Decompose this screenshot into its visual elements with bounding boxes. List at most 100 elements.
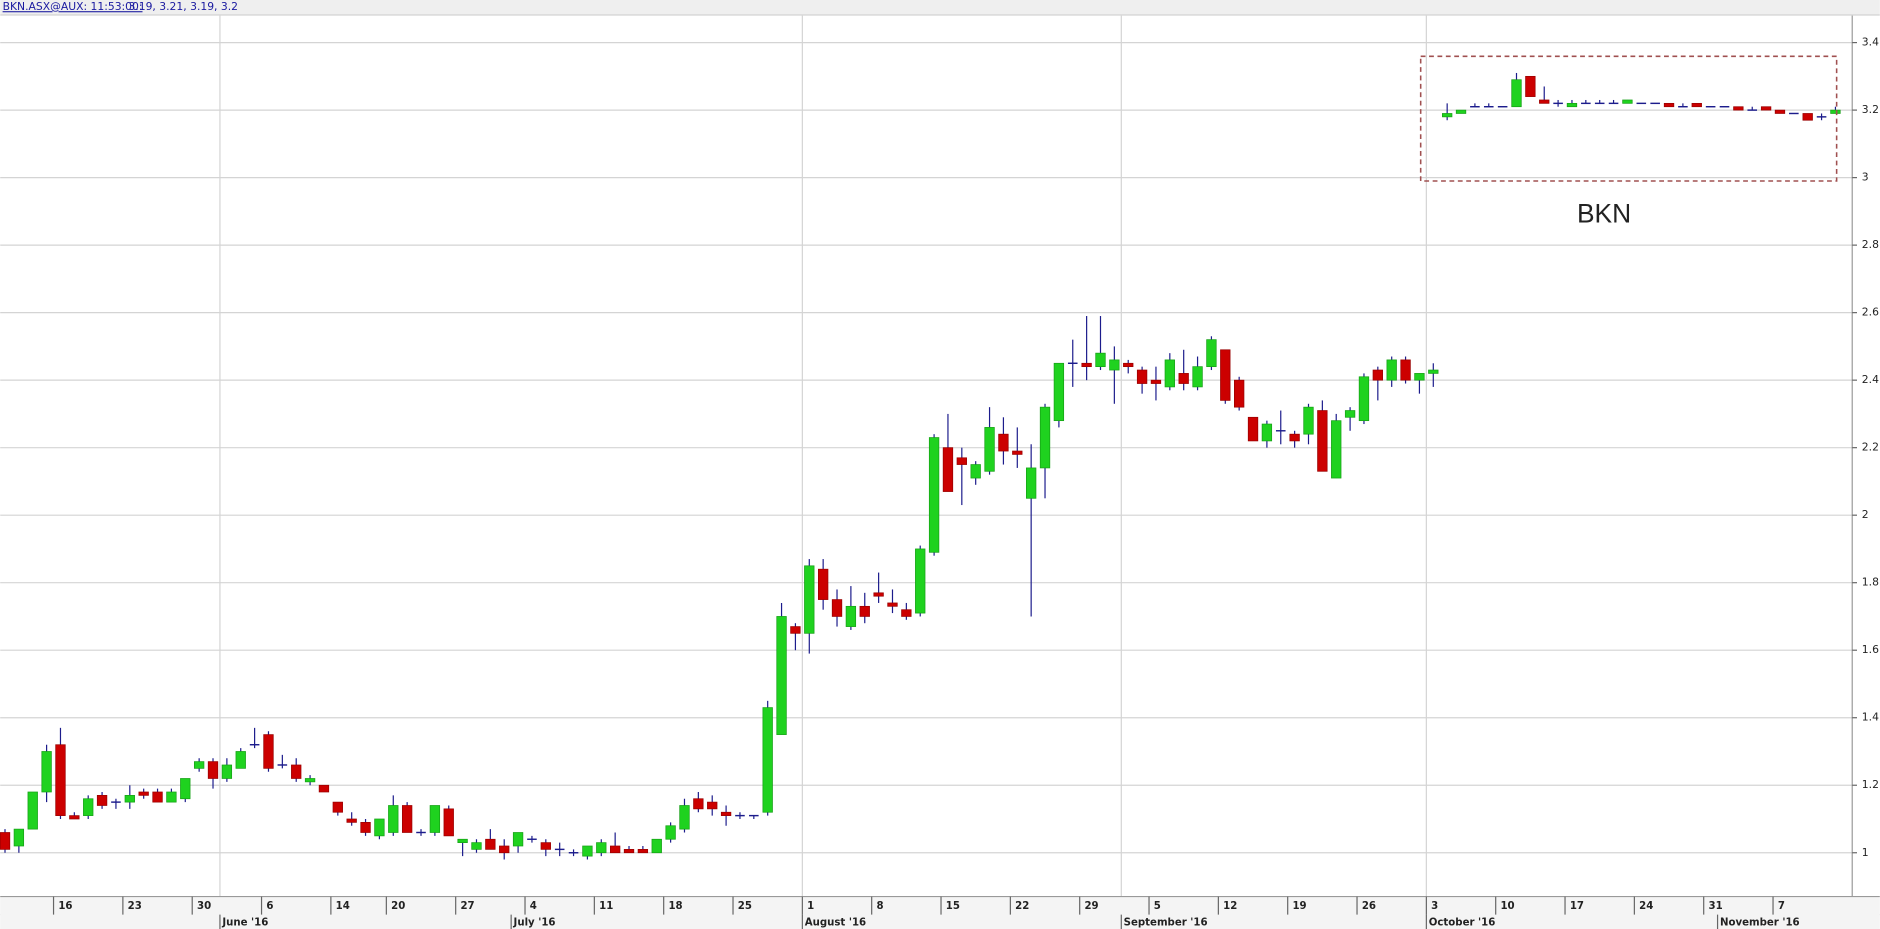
- x-axis-band: [0, 897, 1880, 929]
- up-body: [915, 548, 926, 614]
- up-body: [970, 464, 981, 479]
- x-tick-label: 31: [1708, 901, 1722, 912]
- down-body: [1220, 349, 1231, 401]
- down-body: [499, 845, 510, 854]
- down-body: [1012, 450, 1023, 455]
- up-body: [1830, 109, 1841, 114]
- down-body: [1289, 433, 1300, 442]
- down-body: [1123, 362, 1134, 368]
- down-body: [291, 764, 302, 779]
- down-body: [998, 433, 1009, 452]
- up-body: [762, 707, 773, 813]
- down-body: [637, 849, 649, 854]
- down-body: [1150, 379, 1162, 384]
- up-body: [512, 832, 524, 847]
- up-body: [1442, 113, 1453, 118]
- month-label: October '16: [1429, 917, 1496, 928]
- down-body: [693, 798, 704, 810]
- down-body: [720, 811, 732, 816]
- down-body: [1774, 109, 1786, 114]
- up-body: [1428, 369, 1439, 374]
- down-body: [887, 602, 898, 607]
- up-body: [665, 825, 676, 840]
- down-body: [346, 818, 357, 823]
- down-body: [332, 801, 343, 813]
- up-body: [679, 805, 690, 830]
- x-tick-label: 19: [1292, 901, 1306, 912]
- down-body: [942, 447, 954, 492]
- down-body: [55, 744, 66, 816]
- up-body: [27, 791, 38, 830]
- down-body: [1136, 369, 1148, 384]
- x-tick-label: 4: [530, 901, 537, 912]
- up-body: [1622, 99, 1633, 104]
- up-body: [166, 791, 177, 803]
- down-body: [485, 838, 496, 850]
- x-tick-label: 25: [738, 901, 752, 912]
- x-tick-label: 24: [1639, 901, 1653, 912]
- up-body: [374, 818, 385, 837]
- x-tick-label: 10: [1500, 901, 1514, 912]
- x-tick-label: 7: [1778, 901, 1785, 912]
- down-body: [790, 626, 801, 634]
- down-body: [1663, 102, 1675, 108]
- down-body: [1802, 113, 1813, 121]
- up-body: [582, 845, 593, 857]
- up-body: [1566, 102, 1578, 108]
- down-body: [873, 592, 884, 597]
- header-symbol[interactable]: BKN.ASX@AUX: 11:53:00:: [3, 0, 143, 13]
- month-label: July '16: [513, 917, 556, 928]
- x-tick-label: 23: [128, 901, 142, 912]
- down-body: [69, 815, 80, 820]
- up-body: [1386, 359, 1397, 381]
- header-bar: [0, 0, 1880, 15]
- x-tick-label: 27: [460, 901, 474, 912]
- x-tick-label: 1: [807, 901, 814, 912]
- up-body: [13, 828, 25, 847]
- y-tick-label: 3: [1862, 171, 1869, 184]
- up-body: [124, 795, 135, 803]
- down-body: [138, 791, 149, 796]
- up-body: [651, 838, 662, 854]
- month-label: September '16: [1124, 917, 1208, 928]
- up-body: [1039, 406, 1051, 469]
- up-body: [388, 805, 399, 833]
- up-body: [1109, 359, 1120, 371]
- grid: [0, 15, 1853, 897]
- up-body: [235, 751, 246, 769]
- x-tick-label: 22: [1015, 901, 1029, 912]
- x-tick-label: 15: [946, 901, 960, 912]
- up-body: [193, 761, 205, 769]
- down-body: [859, 605, 870, 617]
- x-tick-label: 14: [336, 901, 350, 912]
- down-body: [1081, 362, 1092, 368]
- down-body: [96, 795, 108, 806]
- down-body: [360, 822, 371, 833]
- up-body: [1164, 359, 1175, 388]
- down-body: [263, 734, 274, 769]
- down-body: [1178, 373, 1189, 384]
- up-body: [1414, 373, 1425, 381]
- y-tick-label: 1.6: [1862, 643, 1879, 656]
- up-body: [180, 778, 191, 800]
- up-body: [83, 798, 94, 816]
- down-body: [1317, 410, 1328, 472]
- up-body: [1331, 420, 1342, 479]
- y-tick-label: 1: [1862, 846, 1869, 859]
- up-body: [221, 764, 233, 779]
- down-body: [1760, 106, 1772, 111]
- x-tick-label: 12: [1223, 901, 1237, 912]
- down-body: [956, 457, 967, 465]
- up-body: [1026, 467, 1037, 499]
- y-tick-label: 2.2: [1862, 441, 1879, 454]
- down-body: [1733, 106, 1744, 111]
- up-body: [457, 838, 468, 843]
- y-tick-label: 2.8: [1862, 238, 1879, 251]
- down-body: [0, 832, 11, 850]
- x-tick-label: 3: [1431, 901, 1438, 912]
- down-body: [1539, 99, 1550, 104]
- y-tick-label: 2: [1862, 508, 1869, 521]
- up-body: [471, 842, 482, 850]
